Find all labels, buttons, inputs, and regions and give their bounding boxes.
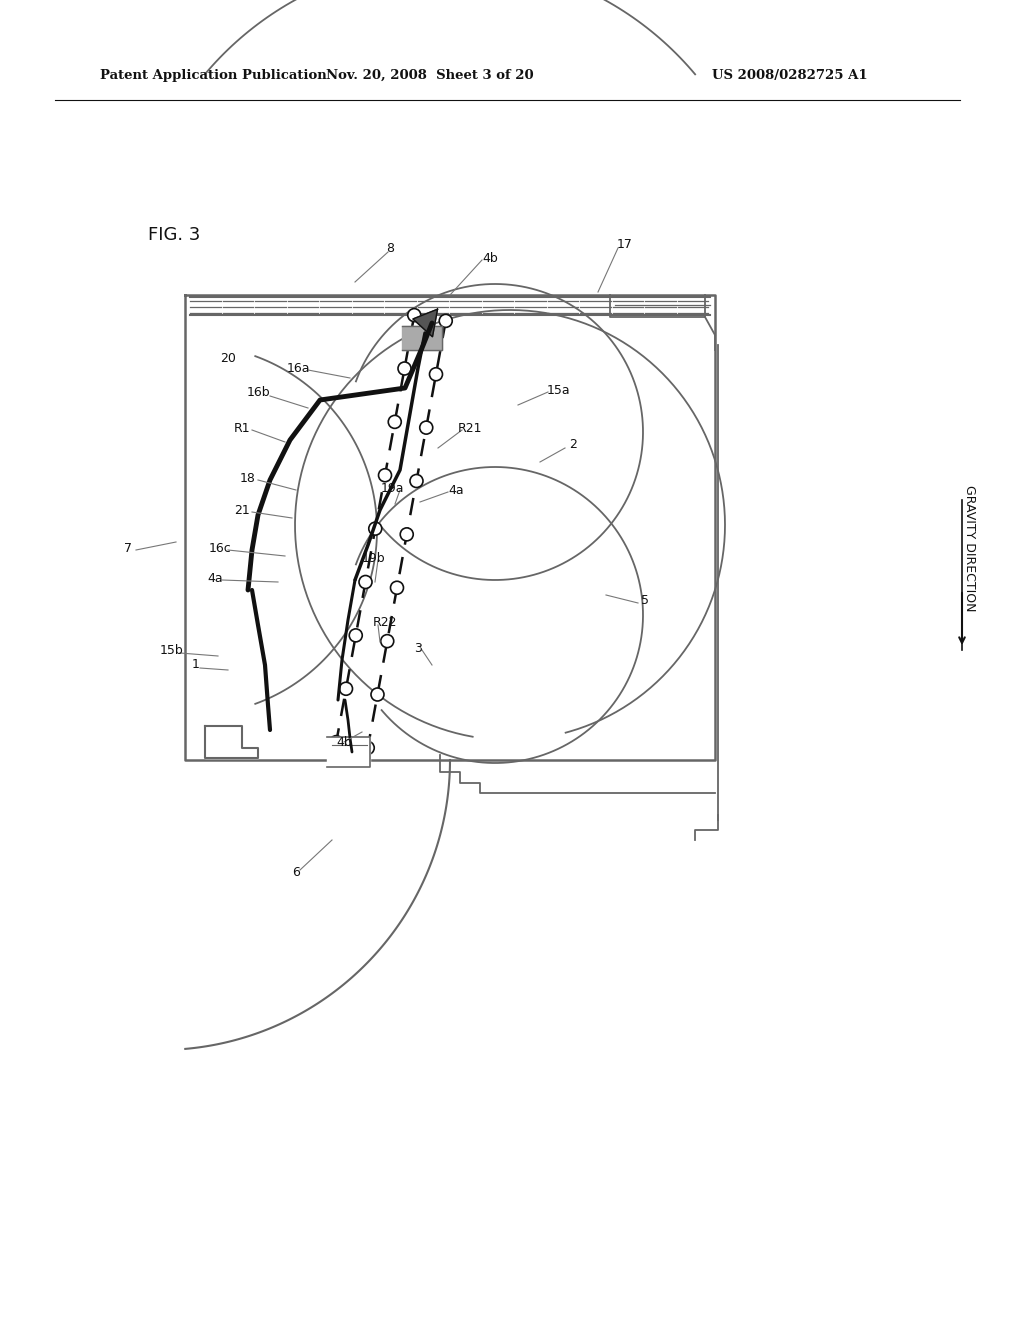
Text: 16b: 16b [246,387,269,400]
Polygon shape [413,309,437,337]
Text: 20: 20 [220,351,236,364]
Circle shape [371,688,384,701]
Circle shape [359,576,372,589]
Text: US 2008/0282725 A1: US 2008/0282725 A1 [712,69,867,82]
Text: Patent Application Publication: Patent Application Publication [100,69,327,82]
Circle shape [340,682,352,696]
Polygon shape [327,737,370,767]
Text: 18: 18 [240,471,256,484]
Text: 3: 3 [414,642,422,655]
Text: R21: R21 [458,421,482,434]
Text: 2: 2 [569,438,577,451]
Text: FIG. 3: FIG. 3 [148,226,201,244]
Text: 4a: 4a [207,572,223,585]
Circle shape [381,635,394,648]
Text: 15b: 15b [160,644,184,656]
Text: 15a: 15a [546,384,569,396]
Text: 17: 17 [617,239,633,252]
Text: R22: R22 [373,615,397,628]
Circle shape [400,528,414,541]
Text: GRAVITY DIRECTION: GRAVITY DIRECTION [964,484,977,611]
Circle shape [388,416,401,429]
Text: 8: 8 [386,242,394,255]
Text: 19b: 19b [361,552,385,565]
Text: 7: 7 [124,541,132,554]
Polygon shape [402,326,442,350]
Circle shape [410,474,423,487]
Circle shape [330,735,343,748]
Text: Nov. 20, 2008  Sheet 3 of 20: Nov. 20, 2008 Sheet 3 of 20 [327,69,534,82]
Text: 4b: 4b [336,735,352,748]
Circle shape [390,581,403,594]
Text: 4b: 4b [482,252,498,264]
Circle shape [439,314,453,327]
Text: 21: 21 [234,503,250,516]
Circle shape [420,421,433,434]
Text: 5: 5 [641,594,649,606]
Circle shape [408,309,421,322]
Text: 1: 1 [193,659,200,672]
Circle shape [369,523,382,535]
Text: 19a: 19a [380,482,403,495]
Circle shape [379,469,391,482]
Text: 16c: 16c [209,541,231,554]
Circle shape [361,742,374,754]
Text: R1: R1 [233,421,250,434]
Text: 16a: 16a [287,362,309,375]
Text: 4a: 4a [449,483,464,496]
Text: 6: 6 [292,866,300,879]
Circle shape [429,368,442,380]
Polygon shape [205,726,258,758]
Circle shape [398,362,411,375]
Circle shape [349,628,362,642]
